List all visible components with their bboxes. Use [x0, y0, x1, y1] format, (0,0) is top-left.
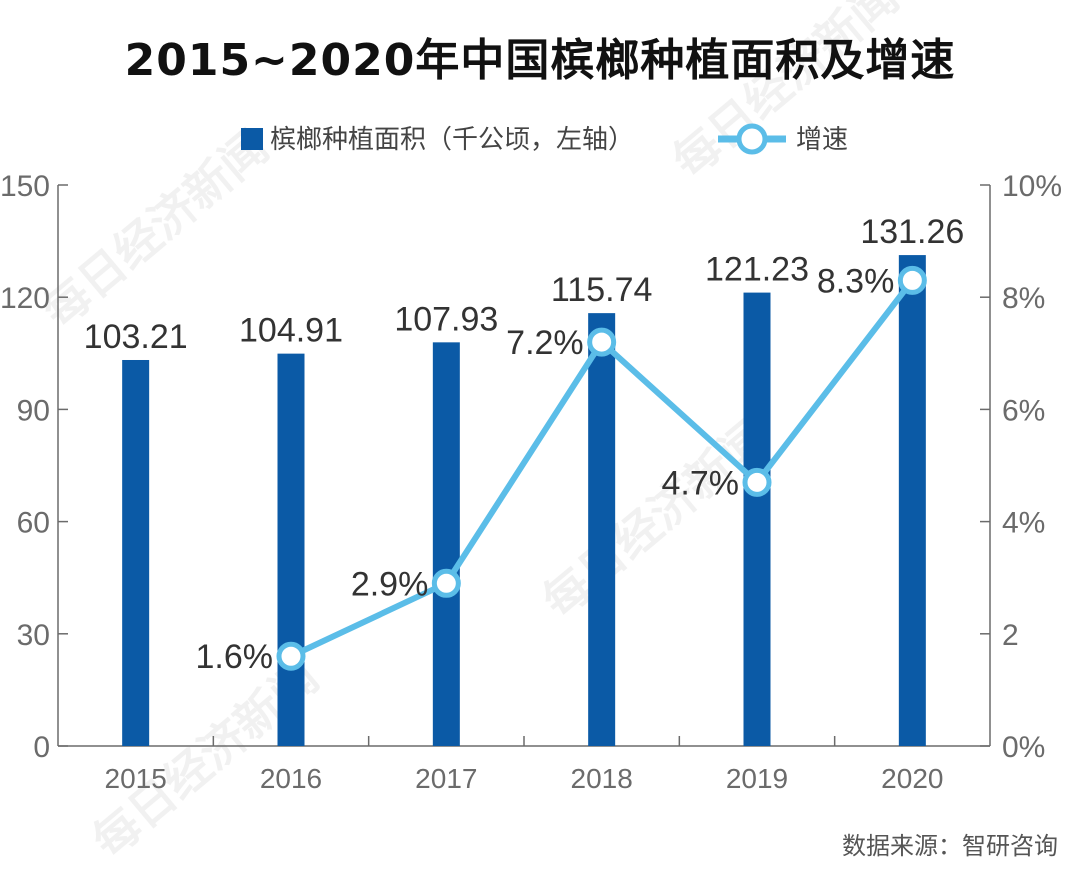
watermark-text: 每日经济新闻	[32, 120, 278, 339]
growth-point	[587, 327, 617, 357]
left-tick-label: 90	[17, 394, 50, 427]
bar	[277, 353, 305, 746]
bar-value-label: 103.21	[84, 318, 188, 356]
bar	[122, 359, 150, 746]
left-tick-label: 60	[17, 507, 50, 540]
growth-line-series	[276, 265, 927, 671]
x-tick-label: 2017	[415, 763, 477, 794]
legend: 槟榔种植面积（千公顷，左轴） 增速	[241, 123, 848, 155]
growth-value-label: 4.7%	[662, 464, 740, 502]
legend-line-marker	[736, 123, 768, 155]
x-tick-label: 2018	[571, 763, 633, 794]
right-tick-label: 0%	[1002, 731, 1045, 764]
growth-value-label: 7.2%	[506, 324, 584, 362]
left-tick-label: 150	[0, 170, 50, 203]
x-tick-label: 2015	[105, 763, 167, 794]
chart-title: 2015~2020年中国槟榔种植面积及增速	[124, 35, 956, 86]
left-tick-label: 30	[17, 619, 50, 652]
left-tick-label: 0	[33, 731, 50, 764]
right-tick-label: 2	[1002, 619, 1019, 652]
x-tick-label: 2016	[260, 763, 322, 794]
x-tick-label: 2019	[726, 763, 788, 794]
legend-line-label: 增速	[796, 125, 848, 155]
left-tick-label: 120	[0, 282, 50, 315]
growth-point	[276, 641, 306, 671]
bar	[432, 342, 460, 746]
bar	[898, 255, 926, 747]
growth-point	[431, 568, 461, 598]
right-tick-label: 4%	[1002, 507, 1045, 540]
bar-value-label: 104.91	[239, 312, 343, 350]
growth-point	[742, 467, 772, 497]
watermark-text: 每日经济新闻	[662, 0, 908, 188]
bar	[588, 313, 616, 746]
bar-value-label: 107.93	[394, 300, 498, 338]
right-tick-label: 6%	[1002, 394, 1045, 427]
legend-bar-swatch	[241, 128, 263, 150]
growth-value-label: 1.6%	[196, 638, 274, 676]
bar-value-label: 131.26	[860, 213, 964, 251]
growth-point	[897, 265, 927, 295]
right-tick-label: 8%	[1002, 282, 1045, 315]
data-labels: 103.21 104.91 107.93 115.74 121.23 131.26 1.6%…	[84, 213, 965, 676]
legend-bar-label: 槟榔种植面积（千公顷，左轴）	[270, 125, 634, 155]
growth-value-label: 8.3%	[817, 262, 895, 300]
watermark-text: 每日经济新闻	[532, 410, 778, 629]
growth-value-label: 2.9%	[351, 565, 429, 603]
bar	[743, 292, 771, 746]
right-tick-label: 10%	[1002, 170, 1062, 203]
bar-value-label: 115.74	[551, 271, 652, 309]
bar-value-label: 121.23	[705, 251, 809, 289]
bar-series	[122, 255, 926, 747]
axes: 0 30 60 90 120 150 0% 2 4% 6% 8% 10% 2015 2016 2017 201…	[0, 170, 1062, 794]
x-tick-label: 2020	[881, 763, 943, 794]
source-note: 数据来源：智研咨询	[842, 832, 1058, 860]
